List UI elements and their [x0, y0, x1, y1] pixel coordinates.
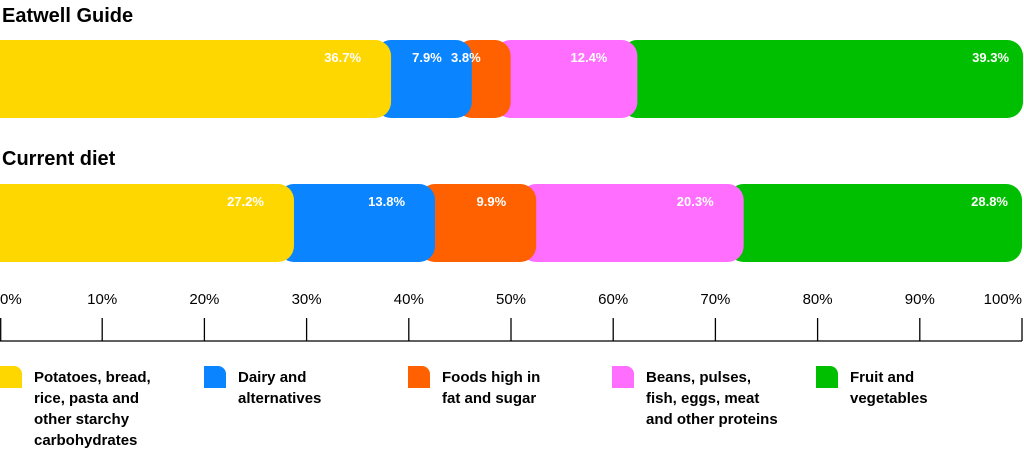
legend-label: Foods high in — [442, 369, 540, 386]
legend-label: vegetables — [850, 390, 928, 407]
legend-item: Beans, pulses, fish, eggs, meat and other … — [612, 366, 778, 428]
legend-swatch — [408, 366, 430, 388]
legend: Potatoes, bread, rice, pasta and other sta… — [0, 366, 928, 449]
bar-segment — [277, 184, 436, 262]
x-axis: 0% 10% 20% 30% 40% 50% 60% 70% 80% 90% 100% — [0, 291, 1023, 342]
x-tick-label: 90% — [905, 291, 935, 308]
legend-swatch — [0, 366, 22, 388]
legend-item: Dairy and alternatives — [204, 366, 321, 407]
x-tick-label: 70% — [700, 291, 730, 308]
bar-segment — [621, 40, 1024, 118]
x-tick-label: 80% — [803, 291, 833, 308]
data-label: 7.9% — [412, 50, 442, 65]
legend-label: Potatoes, bread, — [34, 369, 151, 386]
x-tick-label: 20% — [189, 291, 219, 308]
legend-swatch — [204, 366, 226, 388]
bar-segment — [375, 40, 472, 118]
row-title: Current diet — [2, 148, 116, 170]
data-label: 13.8% — [368, 194, 405, 209]
bar-row: Current diet 27.2% 13.8% 9.9% 20.3% 28.8% — [0, 148, 1022, 262]
x-tick-label: 50% — [496, 291, 526, 308]
legend-swatch — [816, 366, 838, 388]
data-label: 28.8% — [971, 194, 1008, 209]
data-label: 3.8% — [451, 50, 481, 65]
bar-segment-left-edge — [0, 40, 32, 118]
legend-item: Fruit and vegetables — [816, 366, 928, 407]
bar-segment — [520, 184, 744, 262]
legend-label: carbohydrates — [34, 432, 137, 449]
legend-label: other starchy — [34, 411, 130, 428]
bar-segment — [419, 184, 537, 262]
legend-label: Beans, pulses, — [646, 369, 751, 386]
legend-item: Foods high in fat and sugar — [408, 366, 540, 407]
legend-label: fat and sugar — [442, 390, 536, 407]
bar-row: Eatwell Guide 36.7% 7.9% 3.8% 12.4% 39.3% — [0, 5, 1024, 118]
bar-segment — [0, 184, 294, 262]
x-tick-label: 100% — [984, 291, 1022, 308]
x-tick-label: 10% — [87, 291, 117, 308]
legend-label: alternatives — [238, 390, 321, 407]
data-label: 20.3% — [677, 194, 714, 209]
legend-label: fish, eggs, meat — [646, 390, 759, 407]
x-tick-label: 40% — [394, 291, 424, 308]
chart-rows: Eatwell Guide 36.7% 7.9% 3.8% 12.4% 39.3% Curr… — [0, 5, 1024, 262]
legend-label: rice, pasta and — [34, 390, 139, 407]
x-tick-label: 0% — [0, 291, 22, 308]
row-title: Eatwell Guide — [2, 5, 133, 27]
data-label: 12.4% — [571, 50, 608, 65]
bar-segment-left-edge — [0, 184, 32, 262]
x-tick-label: 60% — [598, 291, 628, 308]
bar-segment — [494, 40, 638, 118]
data-label: 36.7% — [324, 50, 361, 65]
legend-swatch — [612, 366, 634, 388]
data-label: 9.9% — [477, 194, 507, 209]
bar-segment — [727, 184, 1022, 262]
data-label: 27.2% — [227, 194, 264, 209]
legend-label: Fruit and — [850, 369, 914, 386]
data-label: 39.3% — [972, 50, 1009, 65]
legend-label: and other proteins — [646, 411, 778, 428]
bar-segment — [0, 40, 392, 118]
x-tick-label: 30% — [292, 291, 322, 308]
legend-label: Dairy and — [238, 369, 306, 386]
legend-item: Potatoes, bread, rice, pasta and other sta… — [0, 366, 151, 449]
